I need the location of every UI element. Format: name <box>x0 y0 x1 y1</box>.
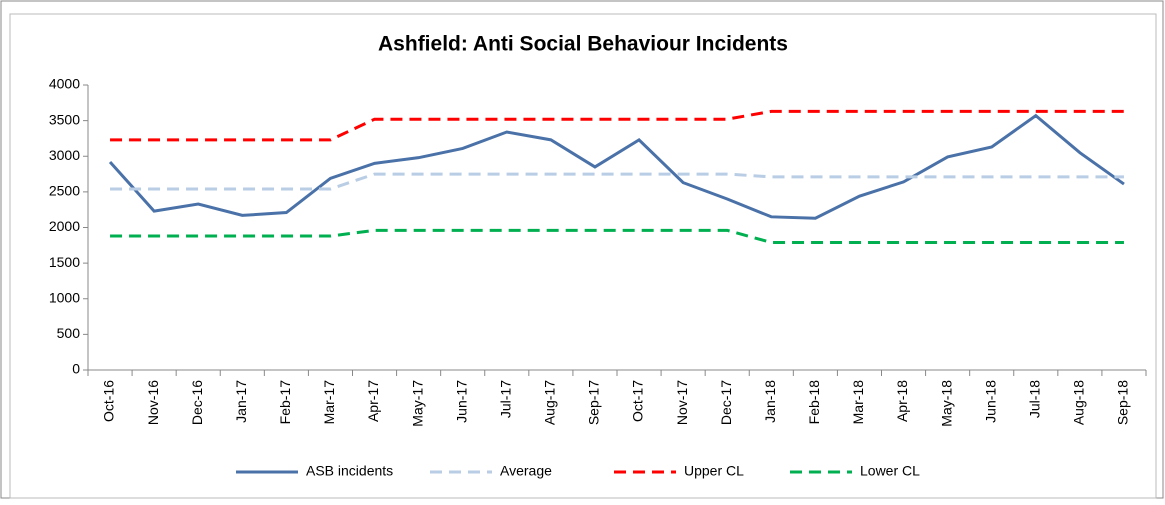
x-tick-label: Sep-18 <box>1115 380 1131 425</box>
x-tick-label: Apr-17 <box>365 380 381 422</box>
x-tick-label: Aug-18 <box>1071 380 1087 425</box>
x-tick-label: May-17 <box>409 380 425 427</box>
x-tick-label: Sep-17 <box>586 380 602 425</box>
x-tick-label: Apr-18 <box>894 380 910 422</box>
x-tick-label: Oct-17 <box>630 380 646 422</box>
x-tick-label: Nov-16 <box>145 380 161 425</box>
series-line <box>110 228 1124 244</box>
y-tick-label: 1500 <box>49 254 80 270</box>
x-tick-label: Dec-16 <box>189 380 205 425</box>
x-tick-label: Jan-18 <box>762 380 778 423</box>
x-tick-label: Jun-17 <box>453 380 469 423</box>
y-tick-label: 1000 <box>49 289 80 305</box>
legend-label: Lower CL <box>860 463 920 479</box>
x-tick-label: May-18 <box>938 380 954 427</box>
y-tick-label: 4000 <box>49 76 80 92</box>
x-tick-label: Jul-18 <box>1026 380 1042 418</box>
y-tick-label: 0 <box>72 361 80 377</box>
x-tick-label: Oct-16 <box>101 380 117 422</box>
x-tick-label: Jul-17 <box>497 380 513 418</box>
x-tick-label: Mar-17 <box>321 380 337 425</box>
chart-area <box>9 13 1157 499</box>
y-tick-label: 3500 <box>49 111 80 127</box>
y-tick-label: 500 <box>57 325 81 341</box>
chart-title: Ashfield: Anti Social Behaviour Incident… <box>378 33 788 56</box>
x-tick-label: Jun-18 <box>982 380 998 423</box>
y-tick-label: 2500 <box>49 183 80 199</box>
legend-label: Upper CL <box>684 463 744 479</box>
series-line <box>108 113 1125 220</box>
x-tick-label: Mar-18 <box>850 380 866 425</box>
x-tick-label: Dec-17 <box>718 380 734 425</box>
y-tick-label: 2000 <box>49 218 80 234</box>
x-tick-label: Aug-17 <box>542 380 558 425</box>
legend-label: Average <box>500 463 552 479</box>
x-tick-label: Feb-18 <box>806 380 822 425</box>
y-tick-label: 3000 <box>49 147 80 163</box>
x-tick-label: Nov-17 <box>674 380 690 425</box>
series-line <box>110 172 1124 191</box>
x-tick-label: Feb-17 <box>277 380 293 425</box>
x-tick-label: Jan-17 <box>233 380 249 423</box>
legend-label: ASB incidents <box>306 463 393 479</box>
